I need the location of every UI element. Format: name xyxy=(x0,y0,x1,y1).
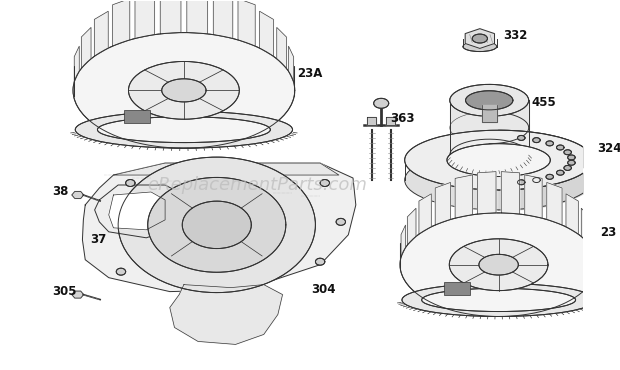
Ellipse shape xyxy=(405,150,593,210)
Text: 304: 304 xyxy=(311,283,335,296)
Text: 332: 332 xyxy=(503,29,528,42)
Polygon shape xyxy=(582,208,590,245)
Polygon shape xyxy=(367,117,376,125)
Polygon shape xyxy=(82,163,356,292)
Ellipse shape xyxy=(447,144,551,176)
Polygon shape xyxy=(124,110,150,123)
Polygon shape xyxy=(482,105,497,122)
Polygon shape xyxy=(386,117,396,125)
Polygon shape xyxy=(81,27,91,68)
Polygon shape xyxy=(95,185,184,238)
Ellipse shape xyxy=(118,157,316,293)
Polygon shape xyxy=(213,0,232,38)
Ellipse shape xyxy=(450,239,548,290)
Ellipse shape xyxy=(320,179,329,186)
Ellipse shape xyxy=(126,179,135,186)
Polygon shape xyxy=(547,182,562,225)
Polygon shape xyxy=(238,0,255,46)
Polygon shape xyxy=(566,194,578,234)
Ellipse shape xyxy=(479,254,518,275)
Ellipse shape xyxy=(336,218,345,225)
Polygon shape xyxy=(444,282,470,295)
Text: 37: 37 xyxy=(90,233,106,246)
Ellipse shape xyxy=(546,174,554,179)
Ellipse shape xyxy=(568,155,575,160)
Ellipse shape xyxy=(568,160,575,165)
Ellipse shape xyxy=(564,150,572,155)
Ellipse shape xyxy=(518,180,525,185)
Polygon shape xyxy=(407,208,416,245)
Polygon shape xyxy=(455,175,472,218)
Ellipse shape xyxy=(148,178,286,272)
Ellipse shape xyxy=(557,145,564,150)
Text: 324: 324 xyxy=(597,142,620,155)
Ellipse shape xyxy=(463,41,497,51)
Text: 23A: 23A xyxy=(296,67,322,80)
Ellipse shape xyxy=(564,165,572,171)
Polygon shape xyxy=(113,163,339,175)
Text: 23: 23 xyxy=(600,226,616,239)
Polygon shape xyxy=(170,285,283,344)
Ellipse shape xyxy=(374,98,389,108)
Polygon shape xyxy=(72,291,84,298)
Ellipse shape xyxy=(400,213,597,316)
Text: 363: 363 xyxy=(391,112,415,125)
Ellipse shape xyxy=(128,61,239,119)
Polygon shape xyxy=(72,191,84,198)
Ellipse shape xyxy=(533,138,540,142)
Polygon shape xyxy=(591,225,596,257)
Polygon shape xyxy=(401,225,405,257)
Polygon shape xyxy=(501,172,520,214)
Text: 455: 455 xyxy=(531,96,556,109)
Ellipse shape xyxy=(546,141,554,146)
Polygon shape xyxy=(277,27,286,68)
Ellipse shape xyxy=(466,91,513,110)
Ellipse shape xyxy=(73,33,294,148)
Ellipse shape xyxy=(117,268,126,275)
Polygon shape xyxy=(525,175,542,218)
Polygon shape xyxy=(108,192,165,230)
Polygon shape xyxy=(435,182,451,225)
Polygon shape xyxy=(260,11,273,56)
Text: eReplacementParts.com: eReplacementParts.com xyxy=(147,176,367,194)
Ellipse shape xyxy=(450,84,529,116)
Ellipse shape xyxy=(182,201,251,249)
Polygon shape xyxy=(288,46,293,82)
Polygon shape xyxy=(477,172,496,214)
Ellipse shape xyxy=(316,258,325,265)
Text: 38: 38 xyxy=(52,185,69,198)
Text: 305: 305 xyxy=(52,285,77,298)
Ellipse shape xyxy=(557,170,564,175)
Ellipse shape xyxy=(75,111,293,148)
Ellipse shape xyxy=(405,130,593,190)
Ellipse shape xyxy=(97,117,270,142)
Polygon shape xyxy=(160,0,181,34)
Ellipse shape xyxy=(450,139,529,171)
Polygon shape xyxy=(465,29,495,48)
Polygon shape xyxy=(113,0,130,46)
Ellipse shape xyxy=(472,34,487,43)
Ellipse shape xyxy=(533,178,540,182)
Polygon shape xyxy=(450,100,529,155)
Polygon shape xyxy=(74,46,79,82)
Polygon shape xyxy=(135,0,154,38)
Ellipse shape xyxy=(162,79,206,102)
Ellipse shape xyxy=(518,135,525,140)
Polygon shape xyxy=(187,0,208,34)
Ellipse shape xyxy=(402,283,595,316)
Polygon shape xyxy=(94,11,108,56)
Ellipse shape xyxy=(422,288,575,312)
Polygon shape xyxy=(419,194,432,234)
